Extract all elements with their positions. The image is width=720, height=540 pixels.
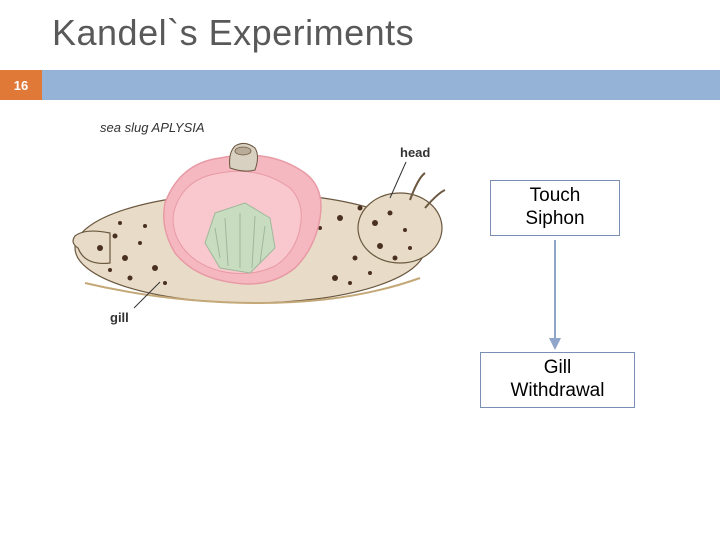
label-species: sea slug APLYSIA xyxy=(100,120,205,135)
flow-box-line: Siphon xyxy=(525,208,584,231)
slide-title: Kandel`s Experiments xyxy=(52,12,414,54)
header-band: 16 xyxy=(0,70,720,100)
page-number: 16 xyxy=(14,78,28,93)
flow-arrow xyxy=(548,238,562,352)
flow-box-line: Touch xyxy=(530,185,581,208)
flow-box-line: Withdrawal xyxy=(511,380,605,403)
label-head: head xyxy=(400,145,430,160)
label-gill: gill xyxy=(110,310,129,325)
header-bar xyxy=(42,70,720,100)
leader-line-gill xyxy=(132,280,162,310)
flow-box-gill-withdrawal: Gill Withdrawal xyxy=(480,352,635,408)
flow-box-line: Gill xyxy=(544,357,571,380)
flow-box-touch-siphon: Touch Siphon xyxy=(490,180,620,236)
leader-line-head xyxy=(388,160,408,200)
page-number-box: 16 xyxy=(0,70,42,100)
